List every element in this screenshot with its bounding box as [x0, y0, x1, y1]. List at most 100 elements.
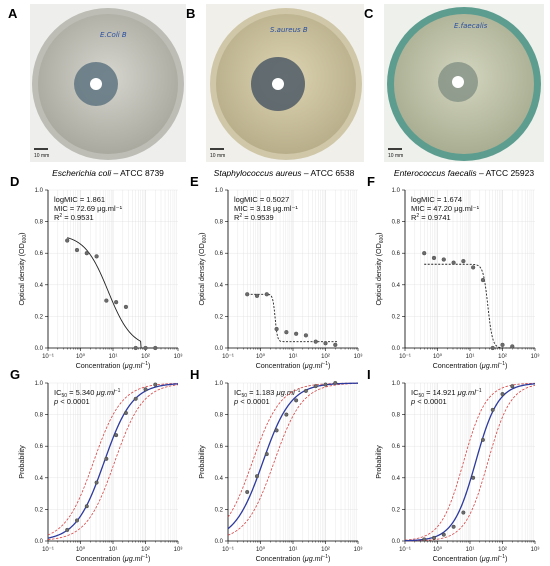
y-tick-label: 0.2: [35, 507, 44, 513]
panel-letter-g: G: [10, 367, 20, 382]
ci-lower-curve: [47, 384, 179, 540]
y-tick-label: 0.0: [392, 539, 401, 545]
x-tick-label: 10¹: [109, 547, 118, 553]
data-point: [94, 254, 99, 259]
data-point: [500, 342, 505, 347]
ci-upper-curve: [47, 383, 179, 536]
x-tick-label: 10⁻¹: [42, 354, 54, 360]
x-tick-label: 10³: [354, 354, 363, 360]
x-axis-label: Concentration (μg.ml−1): [76, 554, 151, 563]
x-axis-label: Concentration (μg.ml−1): [76, 361, 151, 370]
y-axis-label: Optical density (OD600): [17, 232, 28, 305]
data-point: [274, 428, 279, 433]
x-tick-label: 10³: [174, 354, 183, 360]
data-point: [264, 452, 269, 457]
x-tick-label: 10¹: [289, 354, 298, 360]
x-tick-label: 10²: [141, 354, 150, 360]
scale-bar-label: 10 mm: [388, 153, 403, 159]
logmic-label: logMIC = 1.674: [411, 195, 462, 204]
y-tick-label: 0.4: [215, 476, 224, 482]
antibiotic-disc: [272, 78, 284, 90]
logmic-label: logMIC = 1.861: [54, 195, 105, 204]
data-point: [104, 456, 109, 461]
y-tick-label: 0.2: [215, 507, 224, 513]
data-point: [441, 257, 446, 262]
panel-letter-h: H: [190, 367, 199, 382]
x-tick-label: 10²: [498, 547, 507, 553]
data-point: [471, 475, 476, 480]
probability-curve: [404, 383, 536, 542]
data-point: [245, 292, 250, 297]
mic-label: MIC = 47.20 μg.ml⁻¹: [411, 204, 480, 213]
x-axis-label: Concentration (μg.ml−1): [256, 361, 331, 370]
data-point: [245, 490, 250, 495]
panel-letter-b: B: [186, 6, 195, 21]
data-point: [431, 535, 436, 540]
x-tick-label: 10⁻¹: [399, 547, 411, 553]
ic50-label: IC50 = 5.340 μg.ml−1: [54, 388, 121, 399]
panel-letter-e: E: [190, 174, 199, 189]
r2-label: R2 = 0.9741: [411, 213, 451, 222]
panel-letter-i: I: [367, 367, 371, 382]
data-point: [133, 345, 138, 351]
data-point: [65, 238, 70, 243]
data-point: [84, 504, 89, 509]
data-point: [294, 331, 299, 336]
y-axis-label: Probability: [197, 445, 206, 479]
data-point: [333, 381, 338, 385]
data-point: [94, 480, 99, 485]
x-tick-label: 10⁰: [76, 546, 86, 553]
data-point: [461, 258, 466, 264]
data-point: [313, 339, 318, 344]
y-axis-label: Probability: [374, 445, 383, 479]
plate-handwriting: E.Coli B: [100, 31, 127, 39]
chart-panel-h: H 0.0 0.2 0.4 0.6 0.8 1.0 10⁻¹ 10⁰ 10¹ 10² 10³ Conce…: [190, 367, 362, 563]
data-point: [114, 433, 119, 438]
data-point: [451, 524, 456, 529]
x-tick-label: 10³: [354, 547, 363, 553]
photo-panel-b: S.aureus B 10 mm B Staphylococcus aureus…: [186, 4, 364, 178]
y-tick-label: 1.0: [35, 381, 44, 387]
x-tick-label: 10¹: [466, 547, 475, 553]
grid: [227, 382, 358, 542]
ic50-label: IC50 = 1.183 μg.ml−1: [234, 388, 301, 399]
photo-caption-b: Staphylococcus aureus – ATCC 6538: [214, 168, 355, 178]
y-tick-label: 0.8: [215, 220, 224, 226]
photo-caption-c: Enterococcus faecalis – ATCC 25923: [394, 168, 534, 178]
data-point: [480, 277, 486, 283]
data-point: [254, 293, 260, 298]
y-tick-label: 0.4: [392, 283, 401, 289]
x-tick-label: 10⁻¹: [42, 547, 54, 553]
y-tick-label: 0.0: [35, 539, 44, 545]
y-tick-label: 0.6: [215, 251, 224, 257]
p-value-label: p < 0.0001: [233, 397, 270, 406]
data-point: [303, 388, 308, 393]
x-tick-label: 10¹: [466, 354, 475, 360]
grid: [47, 382, 178, 542]
data-point: [153, 345, 158, 351]
y-tick-label: 0.8: [392, 220, 401, 226]
p-value-label: p < 0.0001: [53, 397, 90, 406]
y-tick-label: 0.8: [35, 413, 44, 419]
data-point: [153, 382, 158, 387]
panel-letter-f: F: [367, 174, 375, 189]
data-point: [254, 474, 259, 479]
data-point: [65, 527, 70, 532]
y-tick-label: 1.0: [392, 381, 401, 387]
panel-letter-c: C: [364, 6, 374, 21]
fit-curve: [424, 263, 516, 349]
data-point: [123, 304, 129, 310]
photo-caption-a: Escherichia coli – ATCC 8739: [52, 168, 164, 178]
data-point: [510, 384, 515, 389]
chart-panel-f: F 0.0 0.2 0.4 0.6 0.8 1.0 10⁻¹ 10⁰ 10¹ 10² 10³ Conce…: [367, 174, 539, 370]
x-tick-label: 10²: [321, 354, 330, 360]
data-point: [323, 341, 328, 346]
data-point: [422, 251, 427, 256]
data-point: [323, 382, 328, 387]
data-point: [422, 537, 427, 542]
data-point: [104, 298, 109, 303]
y-tick-label: 0.6: [392, 444, 401, 450]
y-tick-label: 0.6: [392, 251, 401, 257]
y-tick-label: 0.8: [392, 413, 401, 419]
